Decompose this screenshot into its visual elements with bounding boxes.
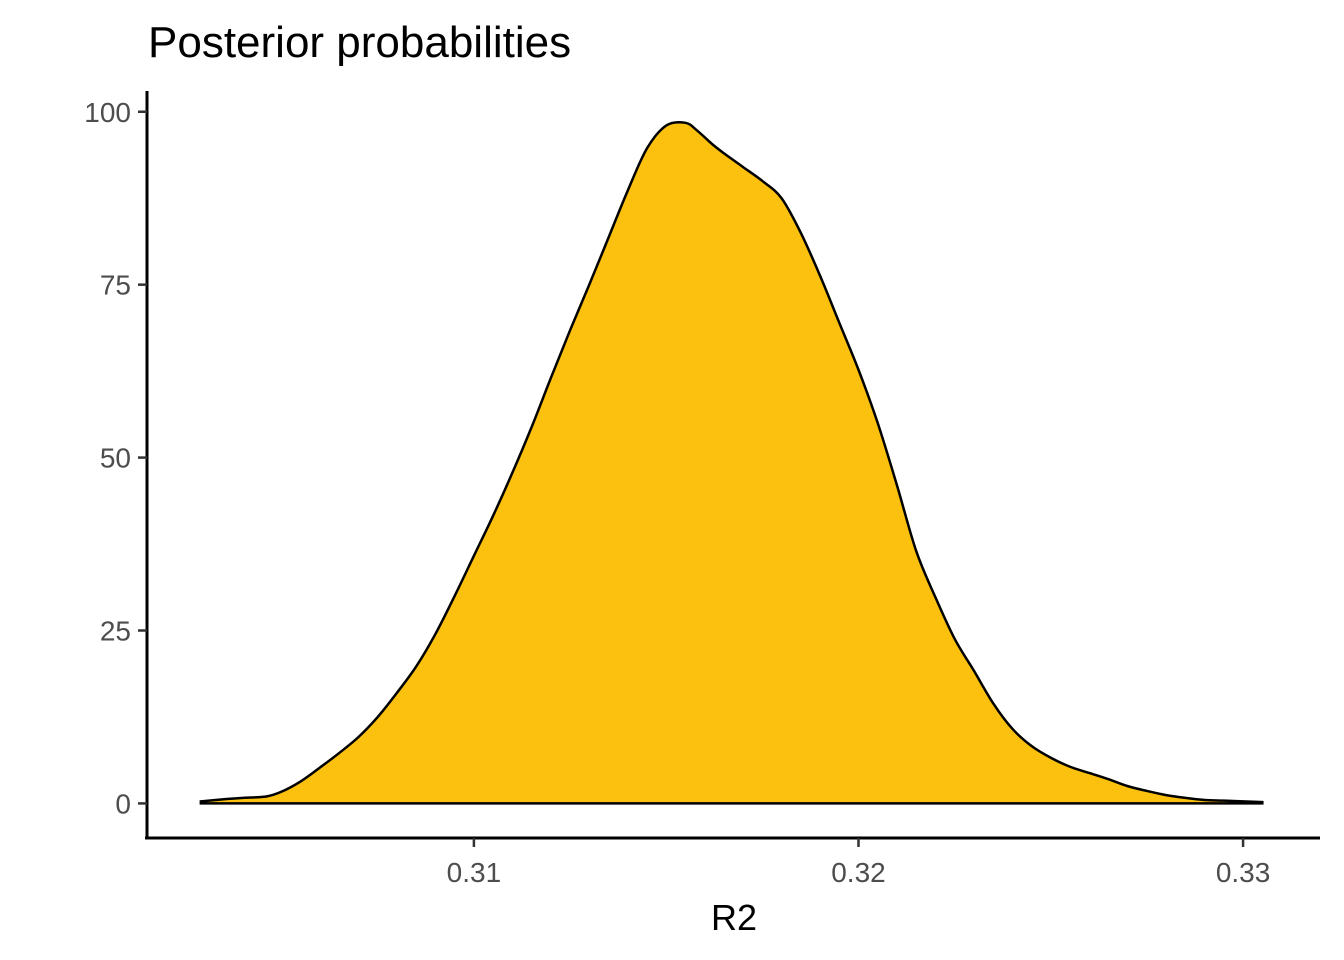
- y-tick-label: 50: [100, 443, 131, 474]
- chart-title: Posterior probabilities: [148, 18, 571, 67]
- x-axis-ticks: 0.31 0.32 0.33: [447, 838, 1271, 888]
- x-tick-label: 0.33: [1216, 857, 1271, 888]
- x-axis-title: R2: [711, 897, 757, 938]
- x-tick-label: 0.32: [831, 857, 886, 888]
- y-tick-label: 25: [100, 616, 131, 647]
- density-area: [199, 120, 1264, 805]
- y-tick-label: 0: [115, 788, 131, 819]
- y-axis-ticks: 0 25 50 75 100: [84, 97, 147, 819]
- y-tick-label: 75: [100, 270, 131, 301]
- x-tick-label: 0.31: [447, 857, 502, 888]
- y-tick-label: 100: [84, 97, 131, 128]
